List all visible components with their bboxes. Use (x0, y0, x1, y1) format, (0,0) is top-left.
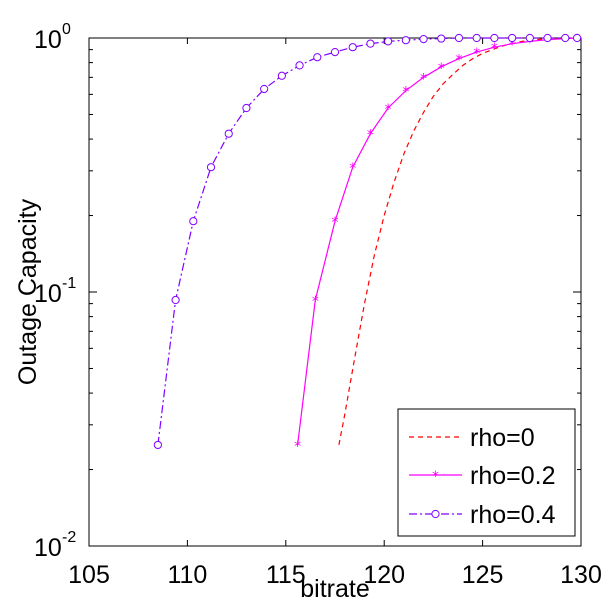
legend-entry-rho-0: rho=0 (409, 424, 535, 452)
x-tick-label: 125 (462, 561, 504, 589)
data-point-circle (189, 217, 198, 226)
data-point-circle (419, 35, 428, 44)
data-point-circle (277, 71, 286, 80)
legend: rho=0 * rho=0.2 rho=0.4 (397, 408, 576, 537)
y-tick-label: 10 (34, 534, 62, 562)
data-point-star: * (349, 161, 356, 177)
data-point-star: * (294, 439, 301, 455)
data-point-star: * (402, 85, 409, 101)
data-point-circle (153, 440, 162, 450)
series-rho-0-4 (153, 33, 582, 450)
legend-label-rho-0: rho=0 (470, 424, 535, 452)
y-tick-exponent: -1 (62, 275, 76, 292)
legend-marker-circle (431, 509, 440, 519)
series-layer: ***************** (153, 32, 582, 455)
data-point-circle (437, 34, 446, 43)
data-point-circle (224, 129, 233, 138)
data-point-circle (295, 61, 304, 70)
data-point-circle (206, 163, 216, 172)
data-point-star: * (367, 128, 374, 144)
series-line-rho-0-2 (297, 37, 578, 445)
x-tick-label: 115 (266, 561, 306, 589)
data-point-star: * (473, 46, 480, 62)
legend-entry-rho-0-4: rho=0.4 (409, 501, 556, 529)
x-axis-title: bitrate (300, 575, 369, 603)
series-line-rho-0 (338, 37, 576, 446)
y-tick-label: 10 (34, 280, 62, 308)
data-point-circle (242, 103, 251, 113)
legend-marker-star: * (432, 469, 439, 485)
data-point-star: * (491, 41, 498, 57)
data-point-circle (561, 33, 570, 43)
data-point-circle (490, 33, 499, 43)
data-point-circle (508, 33, 517, 43)
data-point-circle (572, 33, 582, 43)
data-point-circle (384, 37, 393, 46)
data-point-circle (472, 33, 481, 43)
data-point-star: * (385, 102, 392, 118)
x-tick-label: 130 (560, 561, 602, 589)
y-tick-exponent: -2 (62, 529, 76, 546)
data-point-star: * (438, 61, 445, 77)
data-point-star: * (312, 294, 319, 310)
data-point-circle (330, 48, 340, 57)
y-tick-label: 10 (34, 26, 62, 54)
y-tick-exponent: 0 (62, 21, 71, 38)
data-point-star: * (509, 38, 516, 54)
data-point-circle (348, 43, 357, 52)
data-point-star: * (332, 215, 339, 231)
data-point-circle (171, 295, 180, 305)
data-point-circle (260, 84, 269, 94)
data-point-circle (454, 33, 464, 43)
data-point-circle (525, 33, 534, 43)
legend-label-rho-0-2: rho=0.2 (470, 462, 556, 490)
data-point-circle (543, 33, 552, 43)
legend-box (397, 408, 576, 537)
data-point-circle (401, 36, 410, 45)
data-point-star: * (420, 71, 427, 87)
legend-label-rho-0-4: rho=0.4 (470, 501, 556, 529)
x-tick-label: 105 (68, 561, 110, 589)
x-tick-label: 110 (167, 561, 207, 589)
x-tick-label: 120 (363, 561, 405, 589)
data-point-star: * (455, 53, 462, 69)
data-point-star: * (526, 35, 533, 51)
data-point-circle (366, 39, 375, 48)
data-point-circle (313, 53, 322, 62)
legend-entry-rho-0-2: * rho=0.2 (409, 462, 556, 490)
series-rho-0 (338, 37, 576, 446)
y-axis-title: Outage Capacity (14, 198, 42, 385)
